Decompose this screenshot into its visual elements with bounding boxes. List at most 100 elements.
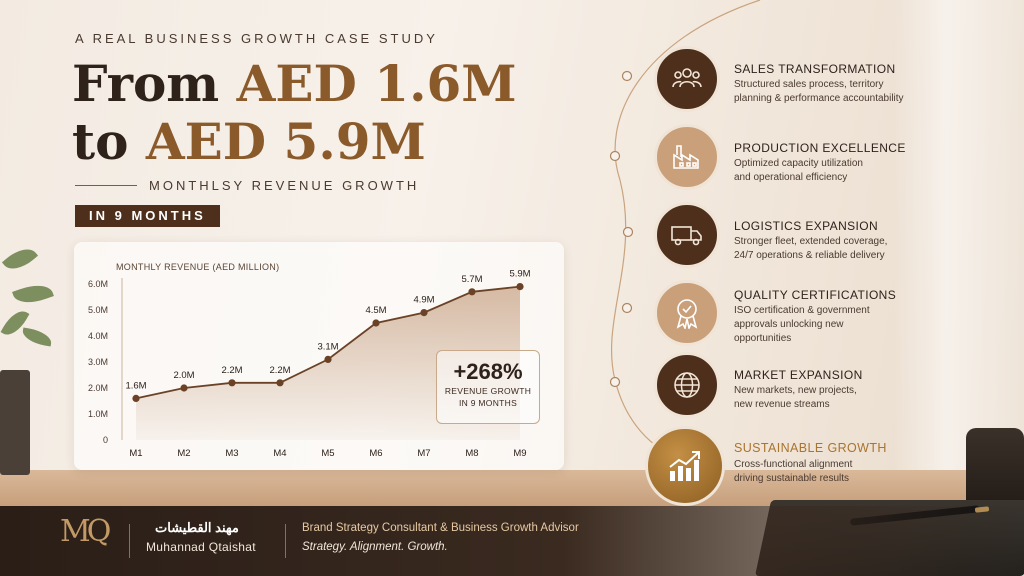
growth-value: +268% [453,359,523,384]
y-tick-label: 6.0M [88,279,108,289]
x-tick-label: M7 [417,448,430,459]
step-4-desc-line-1: ISO certification & government [734,305,870,316]
growth-chart-icon [669,451,700,481]
tagline: Strategy. Alignment. Growth. [302,541,448,553]
step-4-desc: ISO certification & government approvals… [734,304,924,346]
y-tick-label: 0 [103,435,108,445]
kicker: A REAL BUSINESS GROWTH CASE STUDY [75,31,438,46]
truck-icon [671,226,702,246]
y-tick-label: 4.0M [88,331,108,341]
footer-bar [0,506,1024,576]
headline-line-2: to AED 5.9M [72,113,517,171]
step-4-desc-line-3: opportunities [734,333,792,344]
step-2-title: PRODUCTION EXCELLENCE [734,141,906,155]
data-point [324,355,332,363]
data-label: 2.0M [173,370,194,381]
brand-logo: MQ [60,514,111,549]
revenue-chart: 0 1.0M 2.0M 3.0M 4.0M 5.0M 6.0M 1.6M M1 2.0M M2 2.2… [88,269,531,459]
x-tick-label: M1 [129,448,142,459]
step-6-desc-line-1: Cross-functional alignment [734,459,853,470]
name-arabic: مهند القطيشات [155,520,239,535]
factory-icon [673,145,699,169]
growth-box: +268% REVENUE GROWTH IN 9 MONTHS [436,350,540,424]
x-tick-label: M5 [321,448,334,459]
coffee-mug [966,428,1024,506]
footer-divider [129,524,130,558]
step-6-desc-line-2: driving sustainable results [734,473,850,484]
step-3-desc-line-1: Stronger fleet, extended coverage, [734,236,888,247]
step-4-title: QUALITY CERTIFICATIONS [734,288,897,302]
step-5-desc: New markets, new projects, new revenue s… [734,384,924,412]
x-tick-label: M2 [177,448,190,459]
headline-accent-1: AED 1.6M [236,54,517,113]
x-tick-label: M4 [273,448,286,459]
headline-accent-2: AED 5.9M [145,112,426,171]
step-5-title: MARKET EXPANSION [734,368,863,382]
people-icon [672,68,702,88]
step-5-badge [654,352,720,418]
subtitle-rule [75,185,137,186]
headline-prefix-2: to [72,112,146,171]
y-tick-label: 2.0M [88,383,108,393]
data-label: 3.1M [317,341,338,352]
y-tick-label: 3.0M [88,357,108,367]
y-tick-label: 1.0M [88,409,108,419]
step-2-desc-line-1: Optimized capacity utilization [734,158,863,169]
data-point [228,379,236,387]
window-light [894,0,1024,470]
step-2-desc: Optimized capacity utilization and opera… [734,157,924,185]
step-3-title: LOGISTICS EXPANSION [734,219,879,233]
step-4-desc-line-2: approvals unlocking new [734,319,844,330]
data-label: 5.9M [509,269,530,280]
plant-leaf [21,327,53,347]
plant-pot [0,370,30,475]
x-tick-label: M8 [465,448,478,459]
subtitle-row: MONTHLSY REVENUE GROWTH [75,178,419,193]
step-3-desc-line-2: 24/7 operations & reliable delivery [734,250,885,261]
step-1-desc: Structured sales process, territory plan… [734,78,924,106]
data-point [132,394,140,402]
step-1-title: SALES TRANSFORMATION [734,62,896,76]
data-label: 5.7M [461,274,482,285]
step-6-badge [645,426,725,506]
headline-prefix-1: From [72,54,237,113]
data-point [276,379,284,387]
step-5-desc-line-2: new revenue streams [734,399,830,410]
area-fill [136,286,520,440]
data-point [420,309,428,317]
x-tick-label: M3 [225,448,238,459]
plant-leaf [12,279,54,309]
step-1-desc-line-1: Structured sales process, territory [734,79,884,90]
step-3-desc: Stronger fleet, extended coverage, 24/7 … [734,235,924,263]
data-point [180,384,188,392]
step-6-desc: Cross-functional alignment driving susta… [734,458,924,486]
data-label: 2.2M [269,365,290,376]
headline: From AED 1.6M to AED 5.9M [72,55,517,171]
globe-icon [674,372,700,398]
footer-divider [285,524,286,558]
subtitle: MONTHLSY REVENUE GROWTH [149,178,420,193]
data-label: 4.5M [365,305,386,316]
headline-line-1: From AED 1.6M [72,55,517,113]
step-4-badge [654,280,720,346]
step-2-desc-line-2: and operational efficiency [734,172,848,183]
data-label: 2.2M [221,365,242,376]
data-point [468,288,476,296]
duration-badge: IN 9 MONTHS [75,205,220,227]
step-2-badge [654,124,720,190]
growth-label-2: IN 9 MONTHS [458,398,518,408]
data-label: 4.9M [413,295,434,306]
role: Brand Strategy Consultant & Business Gro… [302,522,579,534]
medal-icon [676,299,698,329]
data-label: 1.6M [125,380,146,391]
data-point [516,283,524,291]
chart-title: MONTHLY REVENUE (AED MILLION) [116,262,280,272]
name-english: Muhannad Qtaishat [146,540,256,554]
step-3-badge [654,202,720,268]
growth-label-1: REVENUE GROWTH [444,386,532,396]
plant-leaf [1,241,39,277]
step-6-title: SUSTAINABLE GROWTH [734,441,887,455]
step-1-desc-line-2: planning & performance accountability [734,93,904,104]
data-point [372,319,380,327]
step-1-badge [654,46,720,112]
